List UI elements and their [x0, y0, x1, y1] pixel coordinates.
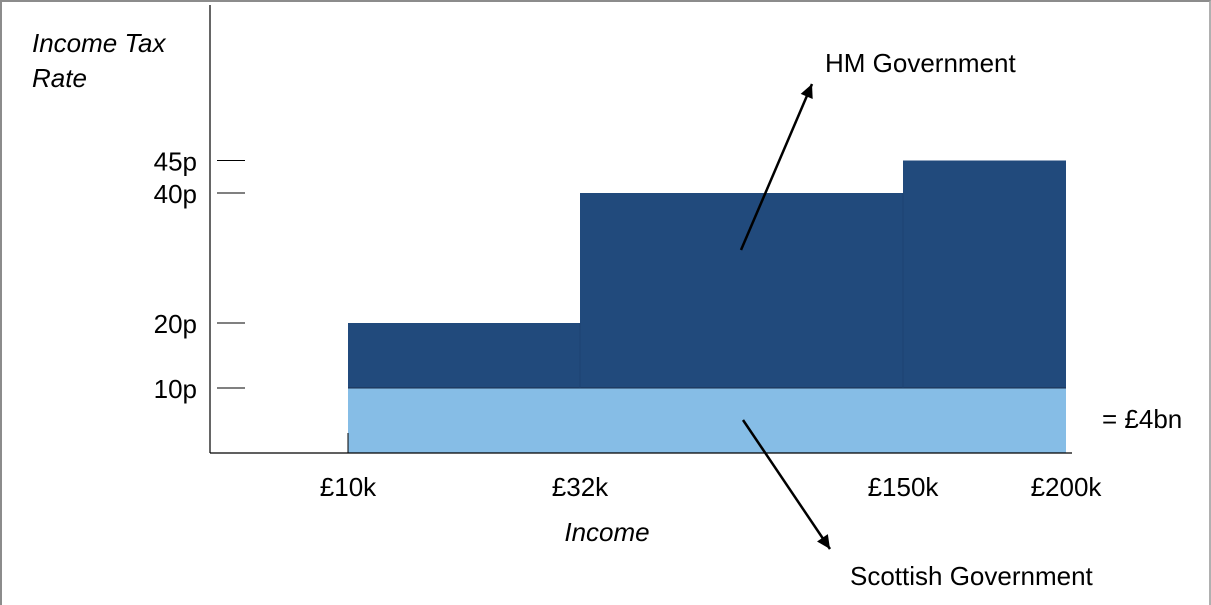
annotation-value: = £4bn: [1102, 404, 1182, 434]
y-tick-label: 45p: [154, 147, 197, 177]
arrow-hm-government-shaft: [739, 83, 814, 251]
y-tick-label: 40p: [154, 179, 197, 209]
annotation-scottish-government: Scottish Government: [850, 561, 1094, 591]
y-tick-label: 10p: [154, 374, 197, 404]
scottish-band-0: [348, 388, 1066, 453]
y-tick-label: 20p: [154, 309, 197, 339]
x-tick-label: £150k: [868, 472, 940, 502]
bands-layer: [348, 160, 1066, 453]
arrow-scottish-government-shaft: [741, 419, 832, 550]
x-tick-label: £200k: [1031, 472, 1103, 502]
x-tick-label: £10k: [320, 472, 377, 502]
annotation-hm-government: HM Government: [825, 48, 1016, 78]
y-axis-title: Income Tax Rate: [32, 28, 166, 93]
arrow-scottish-government: [741, 419, 832, 550]
axes-layer: [209, 5, 1072, 550]
arrow-hm-government: [739, 83, 814, 251]
hm-band-1: [580, 193, 903, 388]
arrow-hm-government-head: [800, 84, 813, 99]
arrow-scottish-government-head: [817, 534, 830, 549]
x-axis-title: Income: [564, 517, 649, 547]
x-tick-label: £32k: [552, 472, 609, 502]
hm-band-0: [348, 323, 580, 388]
hm-band-2: [903, 160, 1066, 388]
